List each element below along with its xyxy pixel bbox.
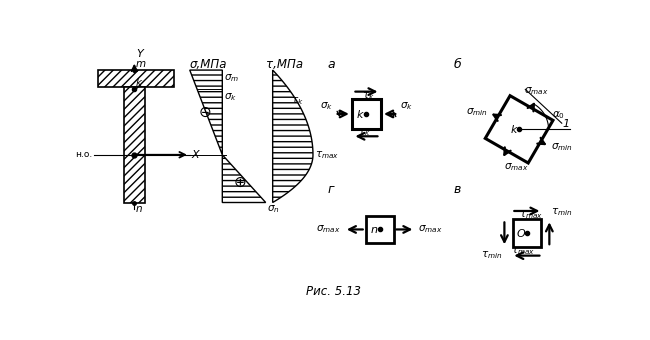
Polygon shape <box>124 87 145 203</box>
Text: k: k <box>357 110 363 120</box>
Bar <box>352 99 381 129</box>
Text: $\alpha_0$: $\alpha_0$ <box>552 109 566 121</box>
Text: k: k <box>510 125 517 135</box>
Text: n: n <box>371 225 378 235</box>
Polygon shape <box>222 155 266 203</box>
Polygon shape <box>98 70 174 87</box>
Polygon shape <box>273 70 313 203</box>
Text: а: а <box>328 58 335 71</box>
Text: m: m <box>136 58 146 69</box>
Text: $\tau_{min}$: $\tau_{min}$ <box>482 249 503 260</box>
Polygon shape <box>486 96 553 163</box>
Text: $\sigma_k$: $\sigma_k$ <box>320 101 333 113</box>
Text: τ,МПа: τ,МПа <box>266 58 303 71</box>
Text: $\sigma_n$: $\sigma_n$ <box>267 203 280 215</box>
Text: $\sigma_{max}$: $\sigma_{max}$ <box>317 224 341 235</box>
Text: X: X <box>191 150 199 160</box>
Text: σ,МПа: σ,МПа <box>190 58 227 71</box>
Text: $\sigma_{max}$: $\sigma_{max}$ <box>504 161 528 173</box>
Polygon shape <box>190 70 222 155</box>
Text: н.о.: н.о. <box>75 150 93 159</box>
Bar <box>366 216 393 243</box>
Text: Y: Y <box>136 49 142 59</box>
Text: $\sigma_m$: $\sigma_m$ <box>224 72 239 84</box>
Text: k: k <box>136 78 142 88</box>
Text: n: n <box>136 204 142 214</box>
Text: $\sigma_k$: $\sigma_k$ <box>400 101 413 113</box>
Text: $\tau_{min}$: $\tau_{min}$ <box>551 206 573 218</box>
Text: $\sigma_k$: $\sigma_k$ <box>224 91 237 103</box>
Text: $\sigma_{min}$: $\sigma_{min}$ <box>465 106 488 118</box>
Text: $\tau_{max}$: $\tau_{max}$ <box>511 245 535 257</box>
Text: в: в <box>453 183 461 196</box>
Text: $\tau_{max}$: $\tau_{max}$ <box>519 209 543 221</box>
Text: $\sigma_{min}$: $\sigma_{min}$ <box>551 141 573 153</box>
Text: $\tau_k$: $\tau_k$ <box>358 126 370 138</box>
Text: Рис. 5.13: Рис. 5.13 <box>306 285 361 298</box>
Text: $\tau_k$: $\tau_k$ <box>363 90 375 102</box>
Text: 1: 1 <box>562 119 569 129</box>
Text: г: г <box>328 183 334 196</box>
Text: O: O <box>517 229 525 239</box>
Text: $\ominus$: $\ominus$ <box>198 105 211 120</box>
Text: $\sigma_{max}$: $\sigma_{max}$ <box>525 85 549 97</box>
Text: $\tau_{max}$: $\tau_{max}$ <box>315 149 339 161</box>
Text: $\oplus$: $\oplus$ <box>233 175 247 190</box>
Text: б: б <box>453 58 461 71</box>
Text: $\tau_k$: $\tau_k$ <box>291 95 304 106</box>
Bar <box>513 219 541 247</box>
Text: $\sigma_{max}$: $\sigma_{max}$ <box>419 224 443 235</box>
